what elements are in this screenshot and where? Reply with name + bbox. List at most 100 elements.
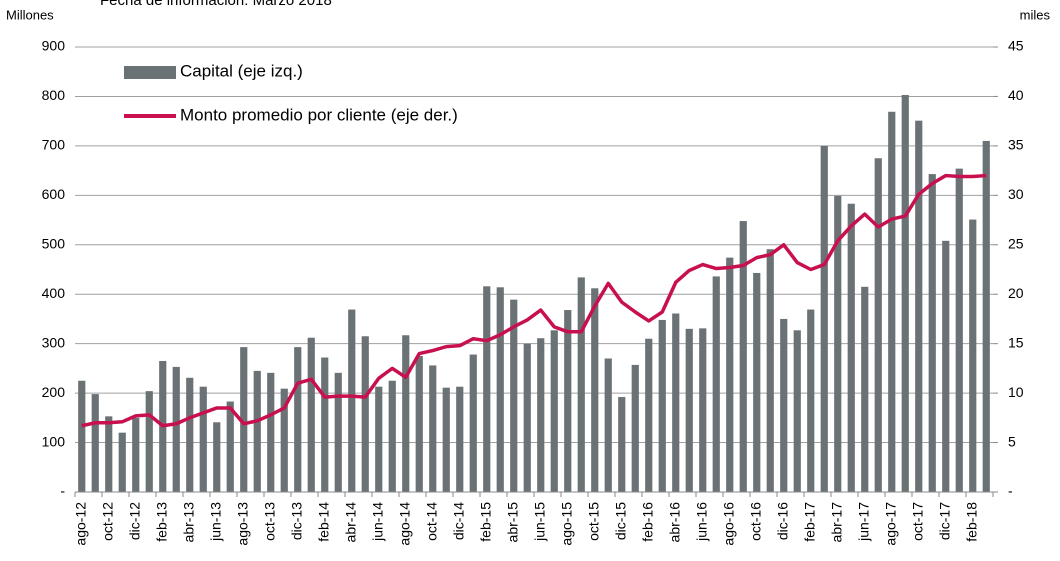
x-tick-label: dic-16 — [774, 502, 790, 540]
bar — [631, 364, 639, 492]
x-tick-label: dic-14 — [450, 502, 466, 540]
bar — [699, 328, 707, 492]
y2-axis-label: miles — [1020, 7, 1051, 22]
y-axis-label: Millones — [6, 7, 54, 22]
x-tick-label: abr-14 — [342, 502, 358, 543]
x-tick-label: abr-17 — [828, 502, 844, 543]
y-tick-label: 600 — [42, 186, 66, 202]
y-tick-label: 700 — [42, 137, 66, 153]
x-tick-label: oct-13 — [261, 502, 277, 541]
bar — [739, 221, 747, 493]
bar — [294, 347, 302, 492]
x-tick-label: ago-15 — [558, 502, 574, 546]
bar — [213, 422, 221, 492]
bar — [172, 366, 180, 492]
bar — [186, 377, 194, 492]
bar — [307, 337, 315, 492]
y-tick-label: 500 — [42, 235, 66, 251]
bar — [510, 299, 518, 492]
x-tick-label: jun-14 — [369, 502, 385, 542]
bar — [928, 174, 936, 493]
bar — [483, 286, 491, 492]
x-tick-label: ago-13 — [234, 502, 250, 546]
y2-tick-label: 10 — [1008, 384, 1024, 400]
x-tick-label: feb-15 — [477, 502, 493, 542]
x-tick-label: oct-17 — [909, 502, 925, 541]
y2-tick-label: 40 — [1008, 87, 1024, 103]
bar — [793, 330, 801, 492]
bar — [91, 394, 99, 492]
bar — [591, 288, 599, 492]
x-tick-label: dic-12 — [126, 502, 142, 540]
bar — [145, 391, 153, 492]
bar — [226, 401, 234, 492]
bar — [577, 277, 585, 492]
bar — [618, 397, 626, 492]
bar — [969, 219, 977, 493]
x-tick-label: oct-12 — [99, 502, 115, 541]
x-tick-label: dic-17 — [936, 502, 952, 540]
x-tick-label: abr-15 — [504, 502, 520, 543]
bar — [469, 354, 477, 492]
y-tick-label: 900 — [42, 38, 66, 54]
x-tick-label: ago-17 — [882, 502, 898, 546]
bar — [456, 386, 464, 492]
bar — [766, 249, 774, 492]
line — [81, 173, 987, 428]
bar — [132, 417, 140, 492]
bar — [199, 386, 207, 492]
bar — [348, 309, 356, 492]
bar — [550, 330, 558, 492]
y-tick-label: 200 — [42, 384, 66, 400]
bar — [415, 356, 423, 492]
x-tick-label: jun-16 — [693, 502, 709, 542]
y2-tick-label: 20 — [1008, 285, 1024, 301]
x-tick-label: dic-13 — [288, 502, 304, 540]
x-tick-label: abr-16 — [666, 502, 682, 543]
x-tick-label: jun-13 — [207, 502, 223, 542]
bar — [658, 319, 666, 492]
bar — [982, 140, 990, 492]
y-tick-label: 300 — [42, 334, 66, 350]
legend-label: Monto promedio por cliente (eje der.) — [180, 105, 458, 124]
x-tick-label: feb-17 — [801, 502, 817, 542]
bar — [685, 328, 693, 492]
bar — [942, 240, 950, 492]
bar — [388, 380, 396, 492]
x-tick-label: oct-16 — [747, 502, 763, 541]
x-tick-label: ago-14 — [396, 502, 412, 546]
x-tick-label: feb-13 — [153, 502, 169, 542]
y2-tick-label: 15 — [1008, 334, 1024, 350]
legend-label: Capital (eje izq.) — [180, 61, 303, 80]
bar — [280, 388, 288, 492]
bar — [847, 203, 855, 492]
bar — [361, 336, 369, 492]
y2-tick-label: 30 — [1008, 186, 1024, 202]
bar — [334, 372, 342, 492]
bar — [253, 370, 261, 492]
x-tick-label: feb-14 — [315, 502, 331, 542]
x-tick-label: ago-16 — [720, 502, 736, 546]
bar — [118, 432, 126, 492]
bar — [915, 120, 923, 492]
bar — [375, 386, 383, 492]
y-tick-label: 800 — [42, 87, 66, 103]
bar — [240, 347, 248, 492]
y2-tick-label: 45 — [1008, 38, 1024, 54]
bar — [672, 313, 680, 492]
legend-swatch — [124, 66, 176, 79]
bar — [429, 365, 437, 492]
bar — [402, 335, 410, 492]
bar — [604, 358, 612, 492]
bar — [645, 338, 653, 492]
bar — [712, 276, 720, 492]
bar — [537, 338, 545, 492]
x-tick-label: oct-15 — [585, 502, 601, 541]
bar — [442, 387, 450, 492]
bar — [564, 310, 572, 492]
bar — [267, 372, 275, 492]
x-tick-label: dic-15 — [612, 502, 628, 540]
bar — [321, 357, 329, 492]
y-tick-label: - — [60, 483, 65, 499]
bar — [901, 94, 909, 492]
